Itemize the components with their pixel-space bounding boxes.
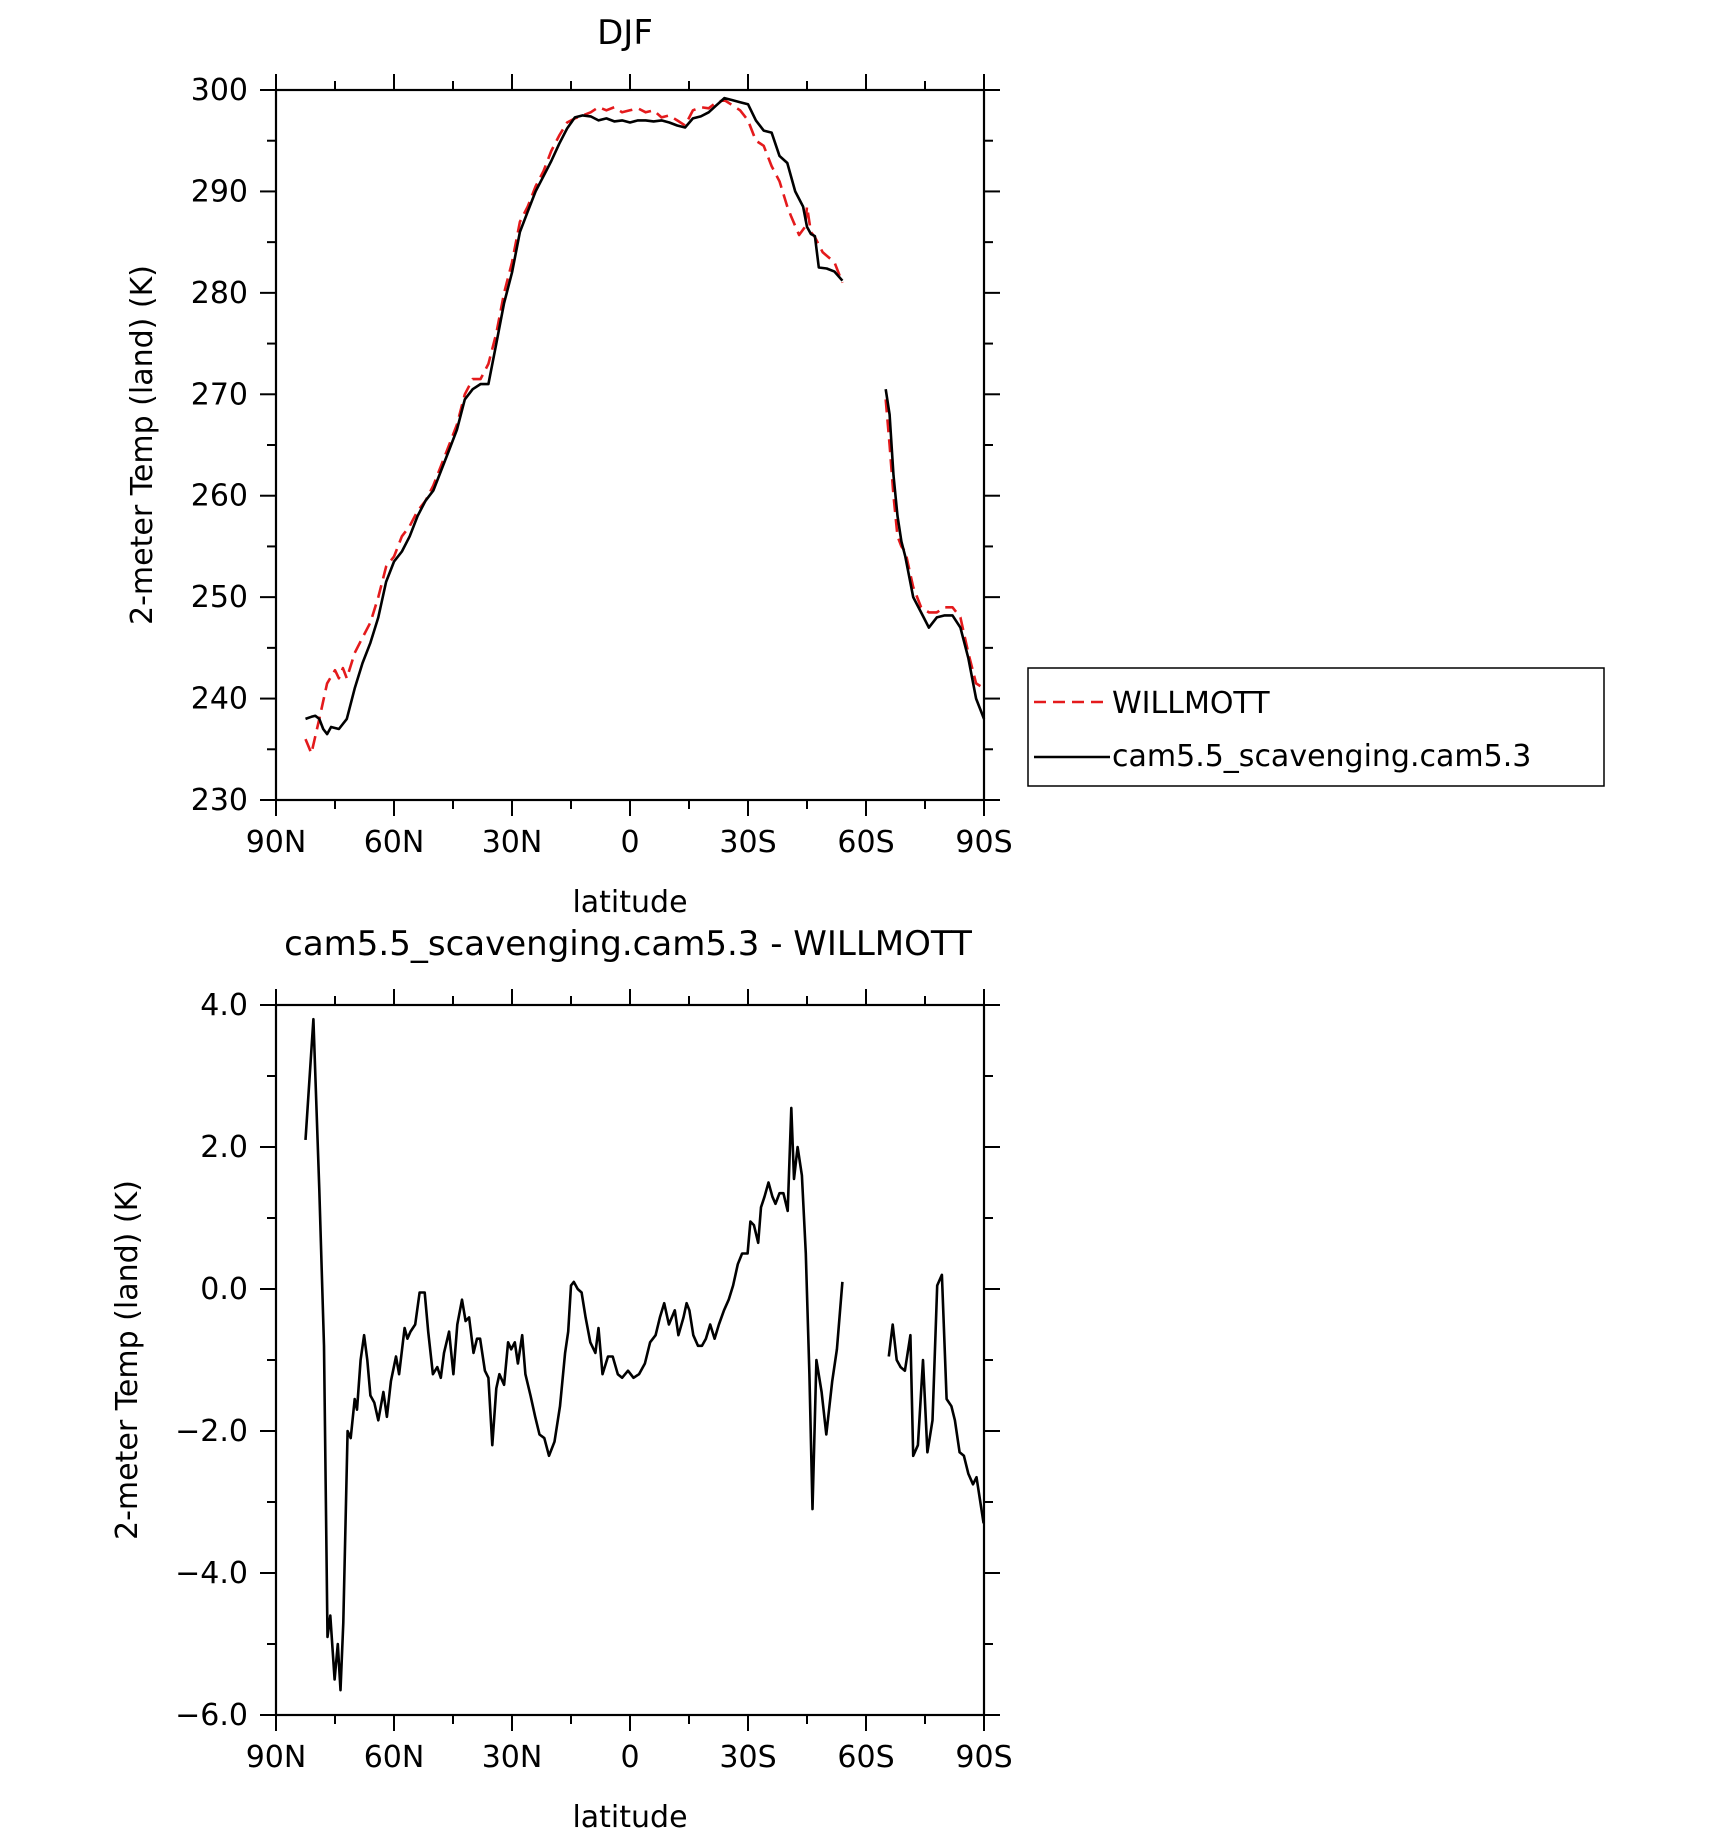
- bottom-x-tick-label: 60N: [364, 1740, 425, 1775]
- top-y-tick-label: 230: [191, 783, 248, 818]
- bottom-series-0-segment-1: [887, 1273, 985, 1524]
- top-chart-title: DJF: [597, 13, 653, 53]
- bottom-x-tick-label: 60S: [837, 1740, 894, 1775]
- top-y-tick-label: 270: [191, 377, 248, 412]
- bottom-x-tick-label: 0: [620, 1740, 639, 1775]
- panel-bottom-difference: cam5.5_scavenging.cam5.3 - WILLMOTT 4.0 2…: [110, 924, 1013, 1833]
- bottom-y-tick-label: −6.0: [175, 1698, 248, 1733]
- top-series-0-segment-1: [884, 399, 985, 690]
- top-plot-frame: [274, 88, 986, 802]
- bottom-y-tick-label: 0.0: [200, 1272, 248, 1307]
- top-y-axis-label: 2-meter Temp (land) (K): [125, 265, 160, 625]
- panel-top-temperature: DJF 230 240 250 260 270 280 290 300 90N 60N 30N 0 30…: [125, 13, 1605, 920]
- bottom-x-tick-label: 90S: [955, 1740, 1012, 1775]
- bottom-x-tick-label: 30S: [719, 1740, 776, 1775]
- bottom-axis-ticks: 4.0 2.0 0.0 −2.0 −4.0 −6.0 90N 60N 30N 0 30S 60S 90S: [175, 988, 1012, 1775]
- top-y-tick-label: 300: [191, 73, 248, 108]
- bottom-x-tick-label: 30N: [482, 1740, 543, 1775]
- top-series-lines: [304, 96, 986, 755]
- bottom-y-tick-label: 4.0: [200, 988, 248, 1023]
- top-x-tick-label: 0: [620, 825, 639, 860]
- bottom-series-0-segment-0: [304, 1017, 844, 1692]
- bottom-series-lines: [304, 1017, 985, 1692]
- top-series-0-segment-0: [304, 98, 844, 755]
- top-y-tick-label: 290: [191, 174, 248, 209]
- top-x-tick-label: 60N: [364, 825, 425, 860]
- top-x-tick-label: 90N: [246, 825, 307, 860]
- top-axis-ticks: 230 240 250 260 270 280 290 300 90N 60N 30N 0 30S 60S…: [191, 73, 1013, 860]
- legend-willmott-label: WILLMOTT: [1112, 686, 1270, 721]
- top-x-tick-label: 30S: [719, 825, 776, 860]
- top-y-tick-label: 250: [191, 580, 248, 615]
- top-y-tick-label: 260: [191, 479, 248, 514]
- bottom-plot-frame: [274, 1003, 986, 1717]
- top-x-tick-label: 30N: [482, 825, 543, 860]
- top-y-tick-label: 280: [191, 276, 248, 311]
- bottom-x-tick-label: 90N: [246, 1740, 307, 1775]
- top-y-tick-label: 240: [191, 682, 248, 717]
- legend-box: [1027, 667, 1605, 787]
- bottom-y-axis-label: 2-meter Temp (land) (K): [110, 1180, 145, 1540]
- bottom-x-axis-label: latitude: [572, 1800, 687, 1833]
- top-x-tick-label: 60S: [837, 825, 894, 860]
- top-x-axis-label: latitude: [572, 885, 687, 920]
- legend: WILLMOTT cam5.5_scavenging.cam5.3: [1027, 667, 1605, 787]
- bottom-y-tick-label: −2.0: [175, 1414, 248, 1449]
- bottom-y-tick-label: −4.0: [175, 1556, 248, 1591]
- top-series-1-segment-0: [305, 96, 844, 736]
- bottom-y-tick-label: 2.0: [200, 1130, 248, 1165]
- legend-cam-label: cam5.5_scavenging.cam5.3: [1112, 739, 1531, 774]
- top-series-1-segment-1: [884, 389, 986, 720]
- bottom-chart-title: cam5.5_scavenging.cam5.3 - WILLMOTT: [284, 924, 972, 964]
- top-x-tick-label: 90S: [955, 825, 1012, 860]
